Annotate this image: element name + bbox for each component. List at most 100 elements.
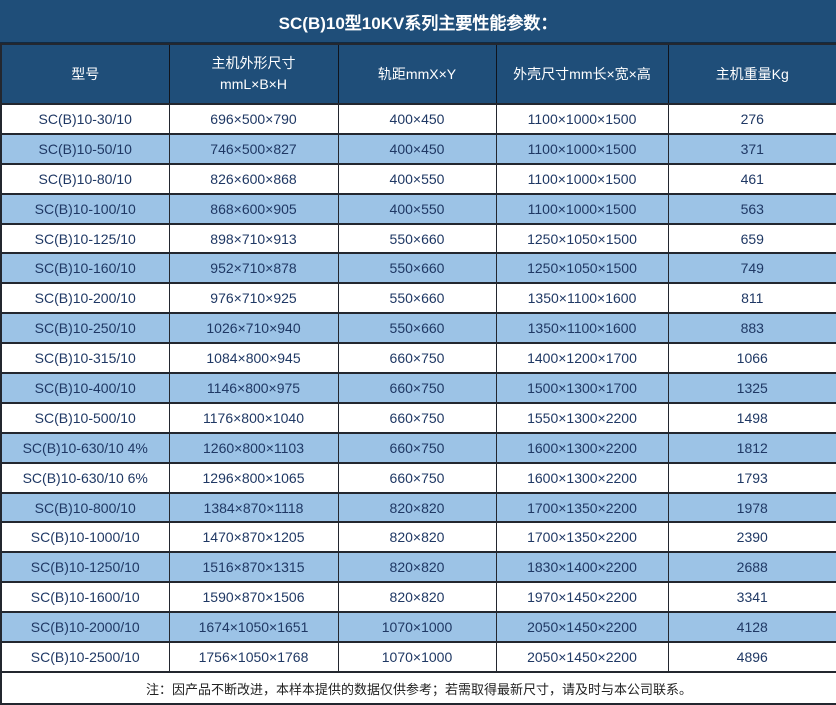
- table-cell: SC(B)10-1250/10: [0, 551, 170, 584]
- table-cell: SC(B)10-315/10: [0, 342, 170, 375]
- table-cell: 1084×800×945: [168, 342, 339, 375]
- table-cell: 3341: [667, 581, 836, 614]
- table-row: SC(B)10-500/10 1176×800×1040 660×750 1550×1…: [0, 401, 836, 434]
- table-row: SC(B)10-1600/10 1590×870×1506 820×820 1970×…: [0, 581, 836, 614]
- table-cell: 400×550: [337, 192, 497, 225]
- table-row: SC(B)10-800/10 1384×870×1118 820×820 1700×1…: [0, 491, 836, 524]
- table-cell: 4896: [667, 641, 836, 673]
- column-header: 外壳尺寸mm长×宽×高: [495, 44, 669, 105]
- table-cell: 2688: [667, 551, 836, 584]
- table-cell: SC(B)10-2000/10: [0, 611, 170, 644]
- footer-note: 注：因产品不断改进，本样本提供的数据仅供参考；若需取得最新尺寸，请及时与本公司联…: [0, 671, 836, 705]
- table-cell: 868×600×905: [168, 192, 339, 225]
- table-cell: 820×820: [337, 491, 497, 524]
- table-cell: 1500×1300×1700: [495, 372, 669, 404]
- table-cell: 1100×1000×1500: [495, 103, 669, 135]
- table-cell: 1830×1400×2200: [495, 551, 669, 584]
- table-cell: 1470×870×1205: [168, 521, 339, 554]
- table-cell: 749: [667, 252, 836, 285]
- table-cell: 550×660: [337, 312, 497, 345]
- table-cell: 563: [667, 192, 836, 225]
- table-cell: 660×750: [337, 372, 497, 404]
- table-cell: SC(B)10-30/10: [0, 103, 170, 135]
- table-row: SC(B)10-200/10 976×710×925 550×660 1350×110…: [0, 282, 836, 315]
- table-cell: SC(B)10-630/10 6%: [0, 461, 170, 494]
- header-row: 型号 主机外形尺寸 mmL×B×H 轨距mmX×Y 外壳尺寸mm长×宽×高 主机重量Kg: [0, 44, 836, 105]
- table-cell: 952×710×878: [168, 252, 339, 285]
- table-row: SC(B)10-100/10 868×600×905 400×550 1100×100…: [0, 192, 836, 225]
- table-cell: 660×750: [337, 431, 497, 464]
- table-cell: 1350×1100×1600: [495, 312, 669, 345]
- table-row: SC(B)10-2000/10 1674×1050×1651 1070×1000 20…: [0, 611, 836, 644]
- table-row: SC(B)10-30/10 696×500×790 400×450 1100×1000…: [0, 103, 836, 135]
- table-cell: 1600×1300×2200: [495, 431, 669, 464]
- table-cell: 811: [667, 282, 836, 315]
- table-cell: 1384×870×1118: [168, 491, 339, 524]
- table-cell: 746×500×827: [168, 132, 339, 165]
- table-cell: 820×820: [337, 581, 497, 614]
- table-cell: 1550×1300×2200: [495, 401, 669, 434]
- table-cell: SC(B)10-500/10: [0, 401, 170, 434]
- table-cell: 660×750: [337, 342, 497, 375]
- table-row: SC(B)10-50/10 746×500×827 400×450 1100×1000…: [0, 132, 836, 165]
- table-cell: SC(B)10-100/10: [0, 192, 170, 225]
- table-row: SC(B)10-630/10 4% 1260×800×1103 660×750 160…: [0, 431, 836, 464]
- column-header: 主机重量Kg: [667, 44, 836, 105]
- table-cell: 4128: [667, 611, 836, 644]
- table-cell: 1070×1000: [337, 611, 497, 644]
- table-cell: 826×600×868: [168, 162, 339, 195]
- table-row: SC(B)10-125/10 898×710×913 550×660 1250×105…: [0, 222, 836, 255]
- table-cell: SC(B)10-1000/10: [0, 521, 170, 554]
- table-row: SC(B)10-160/10 952×710×878 550×660 1250×105…: [0, 252, 836, 285]
- table-cell: 1100×1000×1500: [495, 132, 669, 165]
- table-cell: 1498: [667, 401, 836, 434]
- table-row: SC(B)10-630/10 6% 1296×800×1065 660×750 160…: [0, 461, 836, 494]
- table-cell: 276: [667, 103, 836, 135]
- table-row: SC(B)10-80/10 826×600×868 400×550 1100×1000…: [0, 162, 836, 195]
- table-cell: 976×710×925: [168, 282, 339, 315]
- table-cell: 1100×1000×1500: [495, 162, 669, 195]
- table-cell: 898×710×913: [168, 222, 339, 255]
- column-header: 型号: [0, 44, 170, 105]
- table-cell: 1700×1350×2200: [495, 491, 669, 524]
- table-cell: 1516×870×1315: [168, 551, 339, 584]
- table-cell: 1756×1050×1768: [168, 641, 339, 673]
- footer-row: 注：因产品不断改进，本样本提供的数据仅供参考；若需取得最新尺寸，请及时与本公司联…: [0, 671, 836, 705]
- table-cell: 1070×1000: [337, 641, 497, 673]
- table-cell: 400×550: [337, 162, 497, 195]
- table-cell: 2050×1450×2200: [495, 641, 669, 673]
- table-row: SC(B)10-400/10 1146×800×975 660×750 1500×13…: [0, 372, 836, 404]
- table-cell: 1978: [667, 491, 836, 524]
- table-row: SC(B)10-315/10 1084×800×945 660×750 1400×12…: [0, 342, 836, 375]
- page-title: SC(B)10型10KV系列主要性能参数：: [0, 0, 836, 43]
- table-cell: 1100×1000×1500: [495, 192, 669, 225]
- table-cell: SC(B)10-200/10: [0, 282, 170, 315]
- table-cell: 1250×1050×1500: [495, 252, 669, 285]
- table-cell: SC(B)10-400/10: [0, 372, 170, 404]
- table-cell: 1146×800×975: [168, 372, 339, 404]
- table-cell: 1325: [667, 372, 836, 404]
- table-cell: 1793: [667, 461, 836, 494]
- table-cell: 660×750: [337, 401, 497, 434]
- table-cell: SC(B)10-125/10: [0, 222, 170, 255]
- table-cell: 550×660: [337, 252, 497, 285]
- table-cell: 1700×1350×2200: [495, 521, 669, 554]
- table-cell: 550×660: [337, 222, 497, 255]
- table-cell: 1590×870×1506: [168, 581, 339, 614]
- table-cell: SC(B)10-800/10: [0, 491, 170, 524]
- table-cell: SC(B)10-250/10: [0, 312, 170, 345]
- table-cell: 659: [667, 222, 836, 255]
- table-cell: 820×820: [337, 521, 497, 554]
- table-cell: 1674×1050×1651: [168, 611, 339, 644]
- table-cell: SC(B)10-50/10: [0, 132, 170, 165]
- table-cell: 1296×800×1065: [168, 461, 339, 494]
- table-cell: 1970×1450×2200: [495, 581, 669, 614]
- table-cell: 696×500×790: [168, 103, 339, 135]
- table-cell: SC(B)10-630/10 4%: [0, 431, 170, 464]
- column-header-subtext: mmL×B×H: [220, 76, 287, 92]
- table-cell: 660×750: [337, 461, 497, 494]
- table-cell: 1812: [667, 431, 836, 464]
- table-cell: SC(B)10-1600/10: [0, 581, 170, 614]
- table-header: 型号 主机外形尺寸 mmL×B×H 轨距mmX×Y 外壳尺寸mm长×宽×高 主机重量Kg: [0, 44, 836, 105]
- table-cell: 371: [667, 132, 836, 165]
